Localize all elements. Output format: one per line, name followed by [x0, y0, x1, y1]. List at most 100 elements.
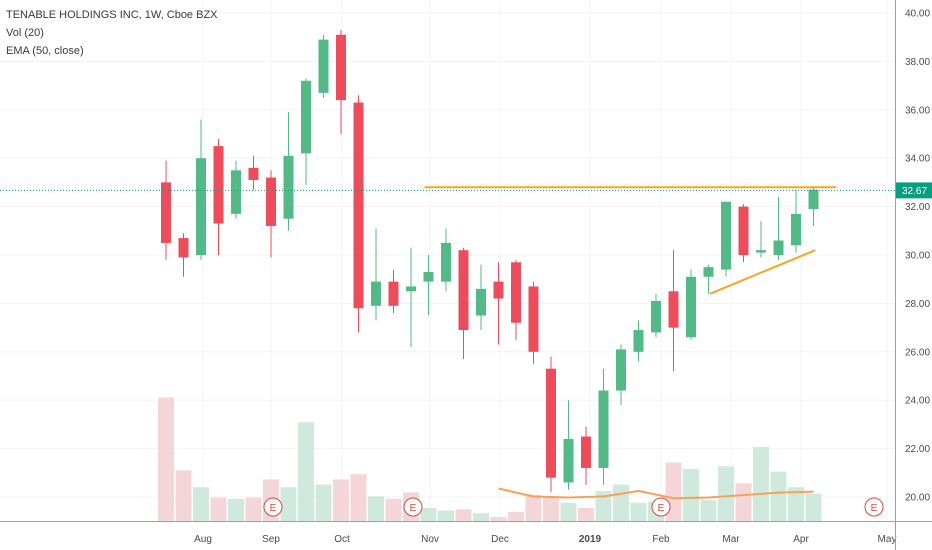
- price-label-bg: [896, 182, 932, 199]
- candle-body: [441, 242, 451, 282]
- earnings-letter: E: [871, 503, 878, 514]
- candle-body: [301, 80, 311, 154]
- volume-bar: [385, 498, 402, 521]
- volume-bar: [193, 487, 209, 521]
- candle-body: [371, 281, 381, 306]
- candle-body: [423, 271, 434, 282]
- volume-bar: [245, 497, 262, 521]
- volume-bar: [613, 484, 629, 521]
- candle-body: [773, 240, 784, 255]
- volume-bar: [560, 502, 577, 521]
- ema-polyline: [498, 487, 814, 500]
- x-tick-label: Dec: [491, 534, 509, 545]
- candle-body: [808, 189, 819, 210]
- trend-drawings[interactable]: [424, 186, 837, 295]
- volume-bar: [280, 487, 297, 521]
- candle-body: [738, 206, 749, 255]
- candle-body: [458, 250, 469, 331]
- y-tick-label: 22.00: [905, 444, 930, 455]
- volume-bar: [368, 496, 384, 521]
- earnings-circle: [651, 497, 671, 517]
- candle-body: [266, 177, 276, 226]
- x-tick-label: Oct: [334, 534, 350, 545]
- x-tick-label: May: [878, 534, 897, 545]
- y-tick-label: 28.00: [905, 299, 930, 310]
- volume-bar: [420, 508, 437, 521]
- volume-bar: [578, 508, 594, 521]
- chart-legend: TENABLE HOLDINGS INC, 1W, Cboe BZX Vol (…: [6, 6, 218, 60]
- candles: [161, 29, 819, 493]
- candle-body: [721, 201, 731, 270]
- x-tick-label: Aug: [194, 534, 212, 545]
- candle-body: [353, 102, 364, 309]
- support-trendline: [709, 249, 816, 295]
- candle-body: [756, 250, 766, 253]
- volume-bar: [438, 510, 454, 521]
- ema-line: [498, 487, 814, 500]
- candle-body: [528, 286, 539, 352]
- x-tick-label: Mar: [722, 534, 740, 545]
- volume-bar: [333, 479, 349, 521]
- volume-bar: [630, 502, 647, 521]
- volume-bar: [735, 483, 752, 521]
- y-tick-label: 26.00: [905, 347, 930, 358]
- volume-bar: [683, 469, 699, 521]
- candle-body: [686, 276, 696, 338]
- last-price-line: 32.67: [0, 182, 932, 199]
- candle-body: [406, 286, 416, 292]
- y-tick-label: 36.00: [905, 105, 930, 116]
- y-tick-label: 32.00: [905, 202, 930, 213]
- earnings-marker[interactable]: E: [403, 497, 423, 517]
- ema-indicator-label[interactable]: EMA (50, close): [6, 45, 84, 57]
- x-tick-label: Apr: [793, 534, 809, 545]
- candle-body: [511, 262, 521, 323]
- earnings-letter: E: [410, 503, 417, 514]
- volume-bar: [175, 470, 192, 521]
- candle-body: [248, 167, 259, 180]
- volume-bars: [158, 397, 822, 521]
- earnings-letter: E: [270, 503, 277, 514]
- earnings-marker[interactable]: E: [864, 497, 884, 517]
- y-tick-label: 38.00: [905, 57, 930, 68]
- candle-body: [178, 238, 189, 258]
- candle-body: [318, 39, 329, 93]
- earnings-circle: [864, 497, 884, 517]
- volume-bar: [473, 513, 489, 521]
- candle-body: [213, 146, 224, 224]
- volume-bar: [805, 493, 822, 521]
- volume-bar: [718, 466, 734, 521]
- symbol-title[interactable]: TENABLE HOLDINGS INC, 1W, Cboe BZX: [6, 9, 218, 21]
- earnings-marker[interactable]: E: [263, 497, 283, 517]
- earnings-circle: [263, 497, 283, 517]
- volume-bar: [595, 491, 612, 521]
- volume-bar: [525, 495, 542, 521]
- y-tick-label: 40.00: [905, 9, 930, 20]
- earnings-circle: [403, 497, 423, 517]
- candle-body: [196, 158, 206, 255]
- volume-bar: [455, 509, 472, 521]
- candle-body: [336, 34, 346, 101]
- candle-body: [161, 182, 171, 243]
- x-tick-label: Sep: [262, 534, 280, 545]
- volume-bar: [753, 446, 769, 521]
- candle-body: [668, 291, 679, 328]
- earnings-marker[interactable]: E: [651, 497, 671, 517]
- volume-bar: [788, 487, 804, 521]
- volume-bar: [158, 397, 174, 521]
- y-tick-label: 30.00: [905, 251, 930, 262]
- candle-body: [616, 349, 626, 391]
- volume-bar: [508, 511, 524, 521]
- price-label-text: 32.67: [902, 186, 927, 197]
- candle-body: [546, 368, 556, 478]
- volume-indicator-label[interactable]: Vol (20): [6, 27, 44, 39]
- x-tick-label: Nov: [421, 534, 439, 545]
- volume-bar: [210, 497, 227, 521]
- x-tick-label: 2019: [579, 534, 602, 545]
- earnings-letter: E: [658, 503, 665, 514]
- candle-body: [476, 288, 486, 316]
- volume-bar: [490, 517, 507, 521]
- candle-body: [598, 390, 609, 468]
- x-tick-label: Feb: [652, 534, 670, 545]
